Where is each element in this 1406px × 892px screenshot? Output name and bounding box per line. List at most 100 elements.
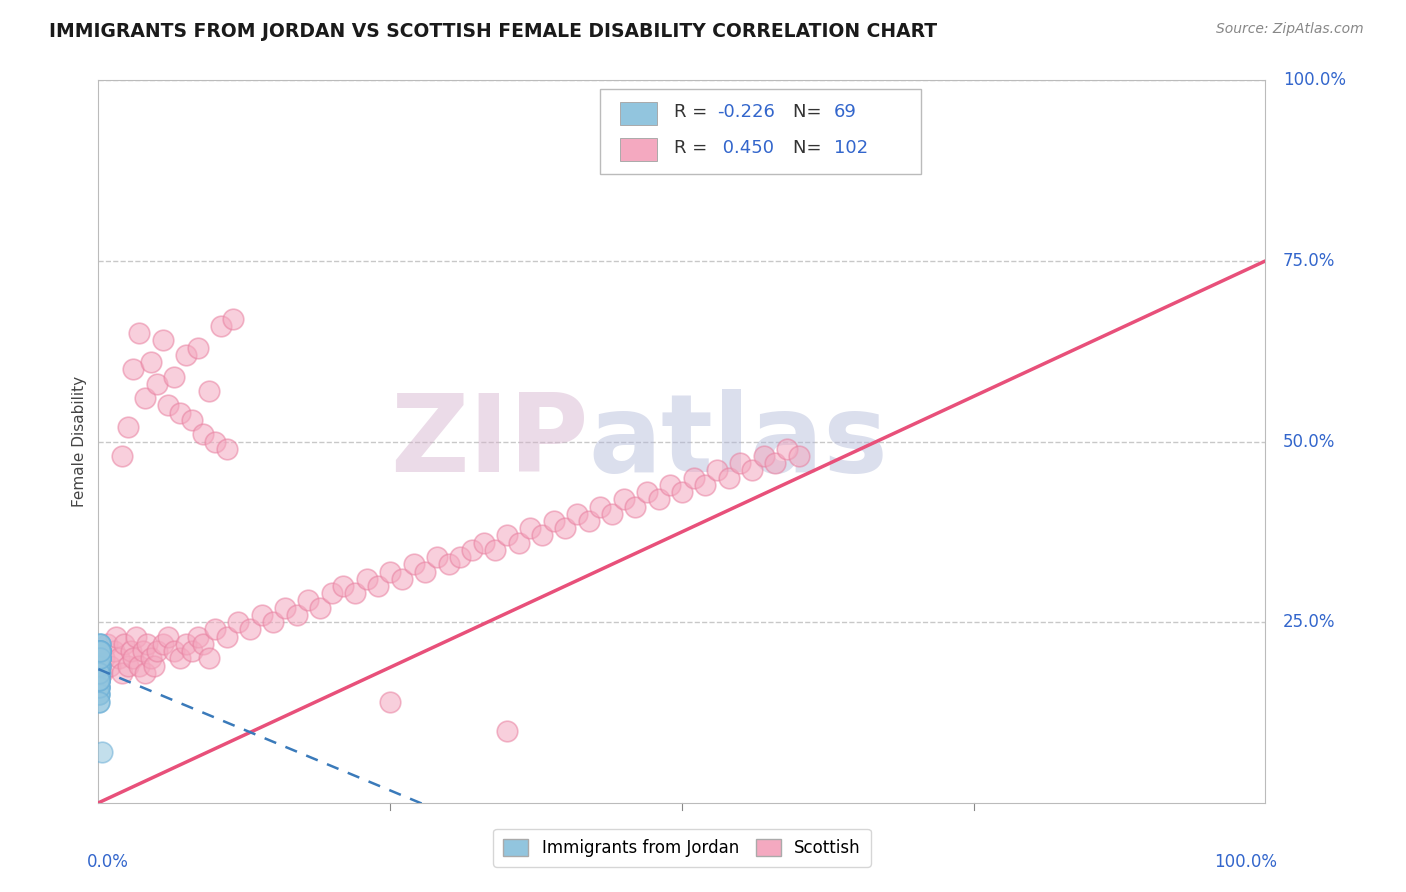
Point xyxy=(332,579,354,593)
Y-axis label: Female Disability: Female Disability xyxy=(72,376,87,508)
Point xyxy=(103,644,125,658)
Point xyxy=(215,442,238,456)
Point xyxy=(554,521,576,535)
Point xyxy=(437,558,460,572)
Point xyxy=(122,362,145,376)
Point xyxy=(776,442,799,456)
Point xyxy=(87,680,110,694)
Point xyxy=(380,565,402,579)
Point xyxy=(426,550,449,565)
Point xyxy=(136,637,159,651)
Point xyxy=(87,658,110,673)
Point xyxy=(98,658,121,673)
Point xyxy=(89,658,111,673)
Point xyxy=(87,665,110,680)
Point xyxy=(111,665,134,680)
Point xyxy=(89,644,111,658)
Point xyxy=(496,723,519,738)
Point xyxy=(344,586,367,600)
Text: 100.0%: 100.0% xyxy=(1282,71,1346,89)
Point xyxy=(89,651,111,665)
Point xyxy=(90,665,112,680)
Point xyxy=(187,341,209,355)
Point xyxy=(152,637,174,651)
Point xyxy=(321,586,343,600)
Point xyxy=(89,658,111,673)
Point xyxy=(204,434,226,449)
Point xyxy=(519,521,541,535)
Point xyxy=(89,658,111,673)
Point xyxy=(87,665,110,680)
Legend: Immigrants from Jordan, Scottish: Immigrants from Jordan, Scottish xyxy=(494,829,870,867)
Point xyxy=(143,658,166,673)
Point xyxy=(285,607,308,622)
Point xyxy=(112,637,135,651)
Point xyxy=(763,456,786,470)
Point xyxy=(128,326,150,340)
Point xyxy=(134,665,156,680)
Point xyxy=(157,398,180,412)
Point xyxy=(87,673,110,687)
Point xyxy=(87,673,110,687)
Point xyxy=(89,673,111,687)
Point xyxy=(221,311,243,326)
Point xyxy=(706,463,728,477)
Point xyxy=(89,644,111,658)
Point xyxy=(87,695,110,709)
Point xyxy=(89,644,111,658)
FancyBboxPatch shape xyxy=(600,89,921,174)
Point xyxy=(671,485,693,500)
Point xyxy=(163,369,186,384)
Point xyxy=(228,615,250,630)
Point xyxy=(146,376,169,391)
Point xyxy=(87,695,110,709)
Point xyxy=(89,651,111,665)
Point xyxy=(93,651,115,665)
Point xyxy=(89,637,111,651)
Point xyxy=(117,658,139,673)
Point xyxy=(134,391,156,405)
Point xyxy=(157,630,180,644)
Point xyxy=(87,687,110,701)
Point xyxy=(787,449,810,463)
Point xyxy=(659,478,682,492)
Point xyxy=(89,651,111,665)
Point xyxy=(146,644,169,658)
Point xyxy=(87,673,110,687)
Point xyxy=(87,687,110,701)
Point xyxy=(89,658,111,673)
Text: 75.0%: 75.0% xyxy=(1282,252,1336,270)
Point xyxy=(89,651,111,665)
Point xyxy=(87,680,110,694)
Point xyxy=(96,637,118,651)
Point xyxy=(180,413,202,427)
Point xyxy=(139,651,162,665)
Text: -0.226: -0.226 xyxy=(717,103,775,121)
Text: 50.0%: 50.0% xyxy=(1282,433,1336,450)
Point xyxy=(741,463,763,477)
Point xyxy=(309,600,332,615)
Point xyxy=(139,355,162,369)
Point xyxy=(565,507,588,521)
Point xyxy=(730,456,752,470)
Point xyxy=(613,492,636,507)
FancyBboxPatch shape xyxy=(620,102,658,125)
Point xyxy=(132,644,155,658)
Point xyxy=(297,593,319,607)
Point xyxy=(682,470,704,484)
Point xyxy=(169,651,191,665)
Point xyxy=(87,673,110,687)
Point xyxy=(193,637,215,651)
Point xyxy=(752,449,775,463)
Text: IMMIGRANTS FROM JORDAN VS SCOTTISH FEMALE DISABILITY CORRELATION CHART: IMMIGRANTS FROM JORDAN VS SCOTTISH FEMAL… xyxy=(49,22,938,41)
Point xyxy=(356,572,378,586)
Point xyxy=(163,644,186,658)
Point xyxy=(578,514,600,528)
Point xyxy=(89,644,111,658)
Point xyxy=(89,651,111,665)
Point xyxy=(87,680,110,694)
Point xyxy=(87,680,110,694)
Point xyxy=(89,673,111,687)
Point xyxy=(87,680,110,694)
Point xyxy=(89,658,111,673)
